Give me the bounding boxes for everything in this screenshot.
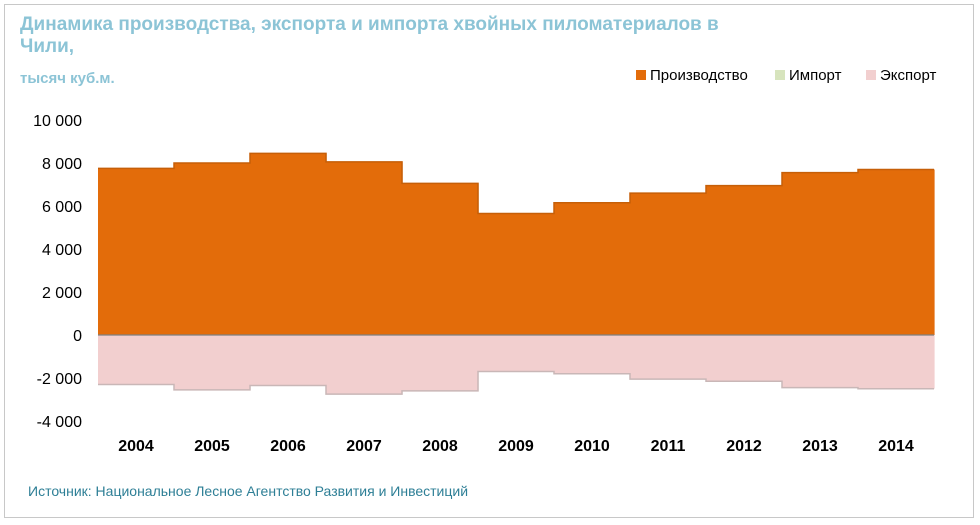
legend-swatch-1: [775, 70, 785, 80]
area-segment-series-0-2010: [554, 202, 631, 335]
legend-label-1: Импорт: [789, 67, 842, 84]
x-tick-label: 2012: [726, 438, 762, 455]
area-segment-series-2-2009: [478, 335, 555, 372]
y-axis: 10 000 8 000 6 000 4 000 2 000 0 -2 000 -4 000: [33, 113, 82, 431]
area-segment-series-2-2008: [402, 335, 479, 391]
source-note: Источник: Национальное Лесное Агентство …: [28, 483, 469, 499]
area-segment-series-2-2006: [250, 335, 327, 386]
area-segment-series-0-2012: [706, 185, 783, 335]
chart-title: Динамика производства, экспорта и импорт…: [20, 14, 719, 57]
area-segment-series-0-2014: [858, 169, 935, 335]
x-tick-label: 2006: [270, 438, 306, 455]
y-tick-label: 6 000: [42, 199, 82, 216]
area-segment-series-0-2011: [630, 193, 707, 335]
x-tick-label: 2013: [802, 438, 838, 455]
legend-label-2: Экспорт: [880, 67, 936, 84]
y-tick-label: 10 000: [33, 113, 82, 130]
area-segment-series-0-2008: [402, 183, 479, 335]
y-tick-label: 0: [73, 328, 82, 345]
area-segment-series-0-2013: [782, 172, 859, 335]
chart-legend: Производство Импорт Экспорт: [636, 67, 936, 84]
x-tick-label: 2010: [574, 438, 610, 455]
x-tick-label: 2014: [878, 438, 914, 455]
y-tick-label: -4 000: [37, 414, 82, 431]
area-segment-series-0-2006: [250, 153, 327, 335]
legend-swatch-0: [636, 70, 646, 80]
area-segment-series-2-2011: [630, 335, 707, 380]
area-segment-series-2-2005: [174, 335, 251, 390]
x-tick-label: 2008: [422, 438, 458, 455]
series-edge-2: [98, 370, 934, 395]
chart-subtitle: тысяч куб.м.: [20, 70, 115, 87]
y-tick-label: -2 000: [37, 371, 82, 388]
area-segment-series-2-2014: [858, 335, 935, 389]
series-2: [98, 335, 935, 395]
area-segment-series-2-2004: [98, 335, 175, 385]
area-segment-series-0-2005: [174, 163, 251, 335]
y-tick-label: 4 000: [42, 242, 82, 259]
x-tick-label: 2005: [194, 438, 230, 455]
area-segment-series-0-2007: [326, 161, 403, 335]
series-0: [98, 152, 935, 335]
y-tick-label: 2 000: [42, 285, 82, 302]
area-segment-series-2-2010: [554, 335, 631, 374]
legend-swatch-2: [866, 70, 876, 80]
area-segment-series-2-2012: [706, 335, 783, 382]
x-tick-label: 2007: [346, 438, 382, 455]
x-tick-label: 2011: [651, 438, 686, 455]
series-edge-0: [98, 152, 934, 215]
area-segment-series-2-2007: [326, 335, 403, 395]
y-tick-label: 8 000: [42, 156, 82, 173]
x-tick-label: 2004: [118, 438, 154, 455]
x-axis: 2004 2005 2006 2007 2008 2009 2010 2011 2012 2013…: [118, 438, 914, 455]
chart-areas: [98, 152, 935, 395]
area-segment-series-0-2009: [478, 213, 555, 335]
area-segment-series-0-2004: [98, 168, 175, 335]
area-segment-series-2-2013: [782, 335, 859, 388]
legend-label-0: Производство: [650, 67, 748, 84]
x-tick-label: 2009: [498, 438, 534, 455]
